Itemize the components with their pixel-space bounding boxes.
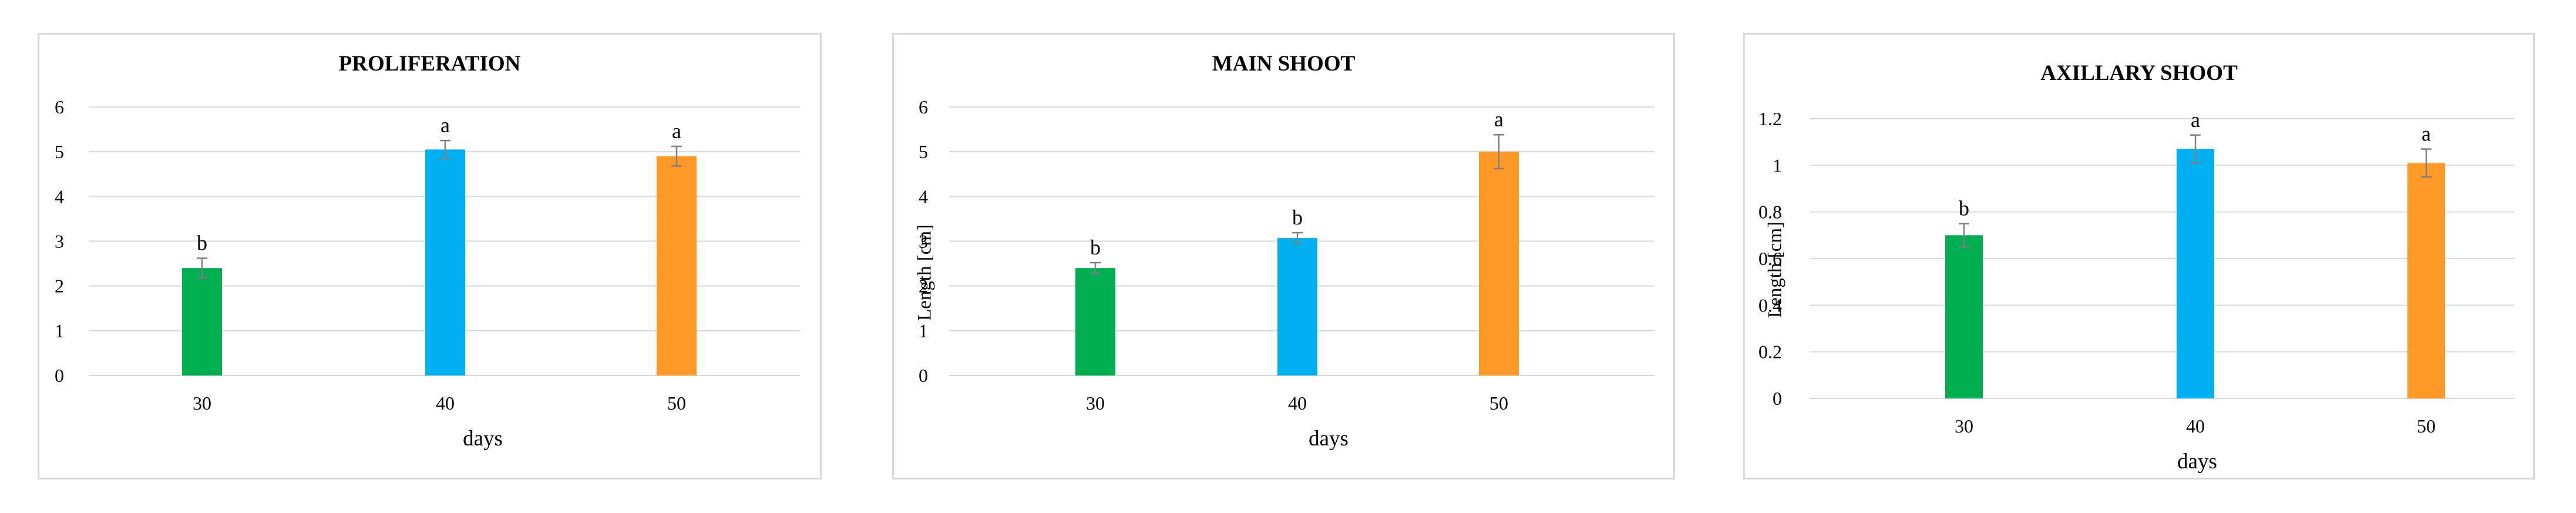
chart-title: AXILLARY SHOOT <box>2040 61 2238 85</box>
y-axis-label: Length [cm] <box>914 224 936 321</box>
bar-50 <box>657 156 697 375</box>
chart-panel-proliferation: PROLIFERATION 0 1 2 3 4 5 6 b 30 a 40 a 50 days <box>38 33 822 480</box>
significance-letter: a <box>672 119 681 143</box>
y-tick-label: 0 <box>1773 388 1782 409</box>
chart-plot: 0 1 2 3 4 5 6 b 30 b 40 a 50 <box>919 96 1654 414</box>
bar-30 <box>182 268 222 375</box>
y-tick-label: 0 <box>919 365 928 386</box>
y-tick-label: 2 <box>55 276 64 297</box>
x-tick-label: 40 <box>2186 415 2205 437</box>
y-tick-label: 1 <box>1773 155 1782 176</box>
bar-50 <box>2407 163 2445 398</box>
y-tick-label: 1.2 <box>1758 108 1782 129</box>
x-axis-label: days <box>1309 427 1348 451</box>
x-axis-label: days <box>463 427 503 451</box>
x-tick-label: 30 <box>193 393 211 414</box>
significance-letter: b <box>1959 197 1969 220</box>
y-tick-label: 4 <box>55 186 64 207</box>
y-tick-label: 0.6 <box>1758 248 1782 269</box>
chart-plot: 0 1 2 3 4 5 6 b 30 a 40 a 50 <box>55 96 800 414</box>
y-tick-label: 1 <box>919 320 928 341</box>
y-tick-label: 5 <box>919 141 928 162</box>
x-tick-label: 40 <box>436 393 455 414</box>
bar-30 <box>1945 235 1983 398</box>
chart-title: MAIN SHOOT <box>1212 52 1356 76</box>
chart-title: PROLIFERATION <box>338 52 521 76</box>
y-tick-label: 3 <box>55 231 64 252</box>
y-tick-label: 6 <box>55 96 64 118</box>
x-tick-label: 50 <box>1489 393 1508 414</box>
y-tick-label: 0 <box>55 365 64 386</box>
x-tick-label: 50 <box>2417 415 2436 437</box>
x-tick-label: 30 <box>1086 393 1105 414</box>
bar-40 <box>1277 238 1317 375</box>
y-axis-label: Length [cm] <box>1764 221 1786 318</box>
bar-50 <box>1479 152 1519 375</box>
y-tick-label: 0.4 <box>1758 294 1782 316</box>
y-tick-label: 5 <box>55 141 64 162</box>
chart-plot: 0 0.2 0.4 0.6 0.8 1 1.2 b 30 a 40 a 50 <box>1758 108 2514 437</box>
y-tick-label: 0.2 <box>1758 341 1782 363</box>
x-tick-label: 30 <box>1955 415 1973 437</box>
significance-letter: a <box>2191 108 2200 132</box>
x-axis-label: days <box>2177 450 2217 474</box>
y-tick-label: 0.8 <box>1758 202 1782 223</box>
chart-panel-axillary-shoot: AXILLARY SHOOT 0 0.2 0.4 0.6 0.8 1 1.2 b 30 a 40 a 5… <box>1743 33 2535 480</box>
y-tick-label: 4 <box>919 186 928 207</box>
y-tick-label: 3 <box>919 231 928 252</box>
significance-letter: a <box>440 113 450 137</box>
x-tick-label: 40 <box>1288 393 1307 414</box>
chart-panel-main-shoot: MAIN SHOOT 0 1 2 3 4 5 6 b 30 b 40 a 50 Length [cm] … <box>892 33 1675 480</box>
x-tick-label: 50 <box>667 393 686 414</box>
significance-letter: b <box>197 231 207 254</box>
y-tick-label: 1 <box>55 320 64 341</box>
bar-40 <box>2177 149 2214 399</box>
bar-40 <box>425 149 465 375</box>
significance-letter: b <box>1292 206 1303 229</box>
bar-30 <box>1075 268 1115 375</box>
significance-letter: a <box>2422 122 2431 146</box>
significance-letter: b <box>1090 236 1101 259</box>
y-tick-label: 6 <box>919 96 928 118</box>
y-tick-label: 2 <box>919 276 928 297</box>
significance-letter: a <box>1494 108 1504 131</box>
